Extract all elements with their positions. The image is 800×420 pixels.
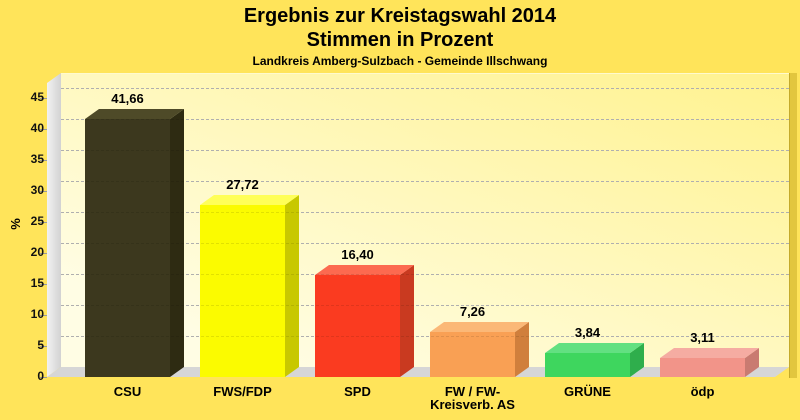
gridline-overlay-45	[61, 88, 789, 89]
bar-top-gruene	[545, 343, 644, 353]
plot-right-border	[789, 73, 797, 378]
gridline-overlay-30	[61, 181, 789, 182]
category-label-gruene: GRÜNE	[564, 384, 611, 399]
y-tick-0	[40, 377, 47, 378]
bar-side-spd	[400, 265, 414, 377]
gridline-overlay-5	[61, 336, 789, 337]
category-label-oedp: ödp	[690, 384, 715, 399]
gridline-overlay-40	[61, 119, 789, 120]
y-tick-15	[40, 284, 47, 285]
bar-top-fws-fdp	[200, 195, 299, 205]
category-label-fws-fdp: FWS/FDP	[213, 384, 272, 399]
y-tick-label-25: 25	[30, 214, 44, 228]
value-label-fws-fdp: 27,72	[226, 177, 259, 192]
y-tick-20	[40, 253, 47, 254]
gridline-15	[61, 274, 789, 275]
y-tick-5	[40, 346, 47, 347]
bar-top-fw-kreisverb-as	[430, 322, 529, 332]
bar-gruene	[545, 353, 630, 377]
y-tick-35	[40, 160, 47, 161]
plot-left-wall	[47, 73, 61, 377]
value-label-fw-kreisverb-as: 7,26	[459, 304, 486, 319]
bar-fws-fdp	[200, 205, 285, 377]
chart-subtitle: Landkreis Amberg-Sulzbach - Gemeinde Ill…	[252, 54, 548, 68]
bar-oedp	[660, 358, 745, 377]
gridline-overlay-35	[61, 150, 789, 151]
y-tick-label-15: 15	[30, 276, 44, 290]
y-tick-label-30: 30	[30, 183, 44, 197]
y-tick-label-0: 0	[37, 369, 44, 383]
category-label-csu: CSU	[113, 384, 142, 399]
y-tick-label-45: 45	[30, 90, 44, 104]
y-tick-30	[40, 191, 47, 192]
gridline-overlay-10	[61, 305, 789, 306]
bar-top-oedp	[660, 348, 759, 358]
y-tick-label-20: 20	[30, 245, 44, 259]
bar-side-fws-fdp	[285, 195, 299, 377]
y-tick-label-40: 40	[30, 121, 44, 135]
chart-title-line2: Stimmen in Prozent	[306, 29, 494, 51]
bar-top-csu	[85, 109, 184, 119]
bar-top-spd	[315, 265, 414, 275]
gridline-30	[61, 181, 789, 182]
gridline-35	[61, 150, 789, 151]
y-tick-25	[40, 222, 47, 223]
plot-floor	[47, 367, 789, 377]
value-label-oedp: 3,11	[690, 330, 715, 345]
category-label-fw-kreisverb-as: FW / FW-	[444, 384, 501, 399]
gridline-overlay-15	[61, 274, 789, 275]
y-tick-label-10: 10	[30, 307, 44, 321]
gridline-20	[61, 243, 789, 244]
y-tick-label-5: 5	[37, 338, 44, 352]
gridline-overlay-25	[61, 212, 789, 213]
gridline-45	[61, 88, 789, 89]
bar-fw-kreisverb-as	[430, 332, 515, 377]
bar-side-fw-kreisverb-as	[515, 322, 529, 377]
chart-title-line1: Ergebnis zur Kreistagswahl 2014	[243, 5, 557, 27]
y-tick-label-35: 35	[30, 152, 44, 166]
bar-side-csu	[170, 109, 184, 377]
gridline-overlay-20	[61, 243, 789, 244]
bar-spd	[315, 275, 400, 377]
category-label-fw-kreisverb-as-line2: Kreisverb. AS	[430, 397, 515, 412]
value-label-csu: 41,66	[111, 91, 144, 106]
category-label-spd: SPD	[344, 384, 371, 399]
value-label-spd: 16,40	[341, 247, 374, 262]
bar-csu	[85, 119, 170, 377]
gridline-40	[61, 119, 789, 120]
value-label-gruene: 3,84	[574, 325, 601, 340]
gridline-25	[61, 212, 789, 213]
gridline-10	[61, 305, 789, 306]
y-tick-40	[40, 129, 47, 130]
y-tick-45	[40, 98, 47, 99]
y-tick-10	[40, 315, 47, 316]
bar-side-gruene	[630, 343, 644, 377]
gridline-5	[61, 336, 789, 337]
